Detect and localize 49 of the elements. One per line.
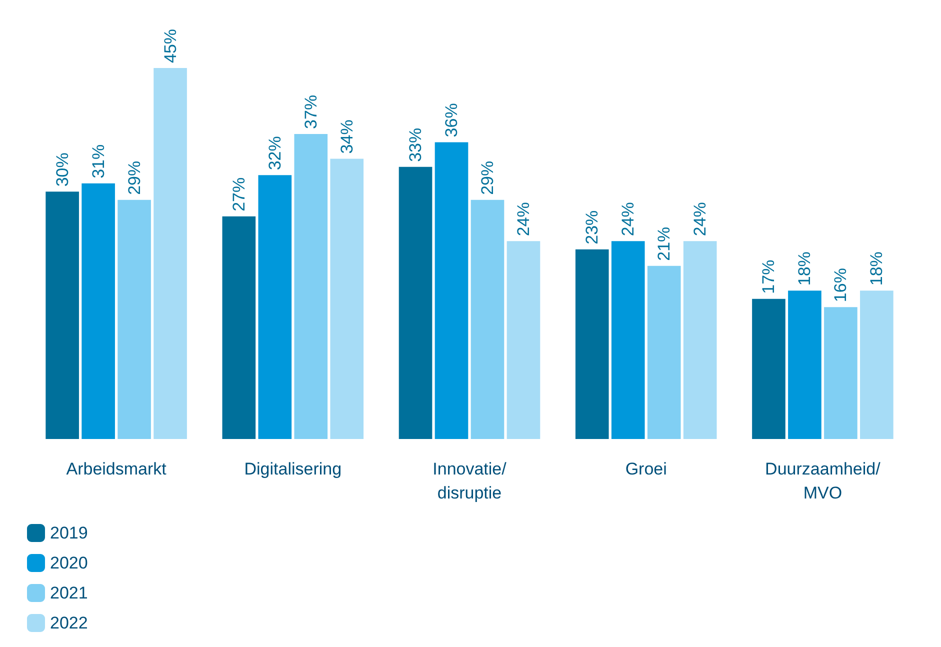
bar	[258, 175, 292, 439]
data-label: 16%	[831, 268, 850, 302]
bar	[82, 183, 115, 439]
bar	[647, 266, 681, 439]
data-label: 23%	[582, 210, 602, 244]
data-label: 21%	[654, 226, 674, 261]
bar	[788, 290, 822, 439]
x-tick-label: Innovatie/disruptie	[432, 460, 507, 502]
legend-label: 2021	[50, 584, 88, 602]
x-tick-label: Digitalisering	[244, 460, 342, 478]
data-label: 24%	[514, 202, 533, 236]
bar	[46, 192, 79, 439]
data-label: 37%	[301, 94, 320, 129]
data-label: 18%	[795, 252, 814, 286]
bar	[330, 158, 364, 439]
data-label: 17%	[759, 260, 778, 294]
data-label: 24%	[618, 202, 638, 236]
bar	[118, 200, 151, 439]
data-label: 27%	[229, 177, 248, 212]
data-label: 29%	[124, 160, 144, 195]
bar	[860, 290, 894, 439]
bar	[470, 200, 504, 439]
bar	[154, 68, 187, 439]
bar	[506, 241, 540, 439]
data-label: 29%	[478, 160, 497, 195]
data-label: 24%	[690, 202, 710, 236]
data-label: 36%	[442, 103, 462, 138]
data-label: 45%	[160, 28, 180, 63]
x-tick-label: Duurzaamheid/MVO	[765, 460, 881, 502]
legend-label: 2019	[50, 524, 88, 542]
data-label: 33%	[406, 128, 426, 162]
data-label: 32%	[265, 136, 284, 170]
data-label: 18%	[867, 252, 886, 286]
bar	[611, 241, 645, 439]
bar	[575, 249, 609, 439]
bar	[434, 142, 468, 439]
bar	[824, 307, 858, 439]
data-label: 31%	[88, 144, 108, 178]
bar	[222, 216, 256, 439]
legend-label: 2020	[50, 554, 88, 572]
data-label: 30%	[52, 152, 72, 187]
bar	[683, 241, 717, 439]
bar	[752, 298, 786, 439]
data-label: 34%	[337, 120, 356, 154]
x-tick-label: Arbeidsmarkt	[66, 460, 167, 478]
bar	[398, 166, 432, 439]
bar	[294, 134, 328, 439]
legend-label: 2022	[50, 614, 88, 632]
x-tick-label: Groei	[625, 460, 667, 478]
